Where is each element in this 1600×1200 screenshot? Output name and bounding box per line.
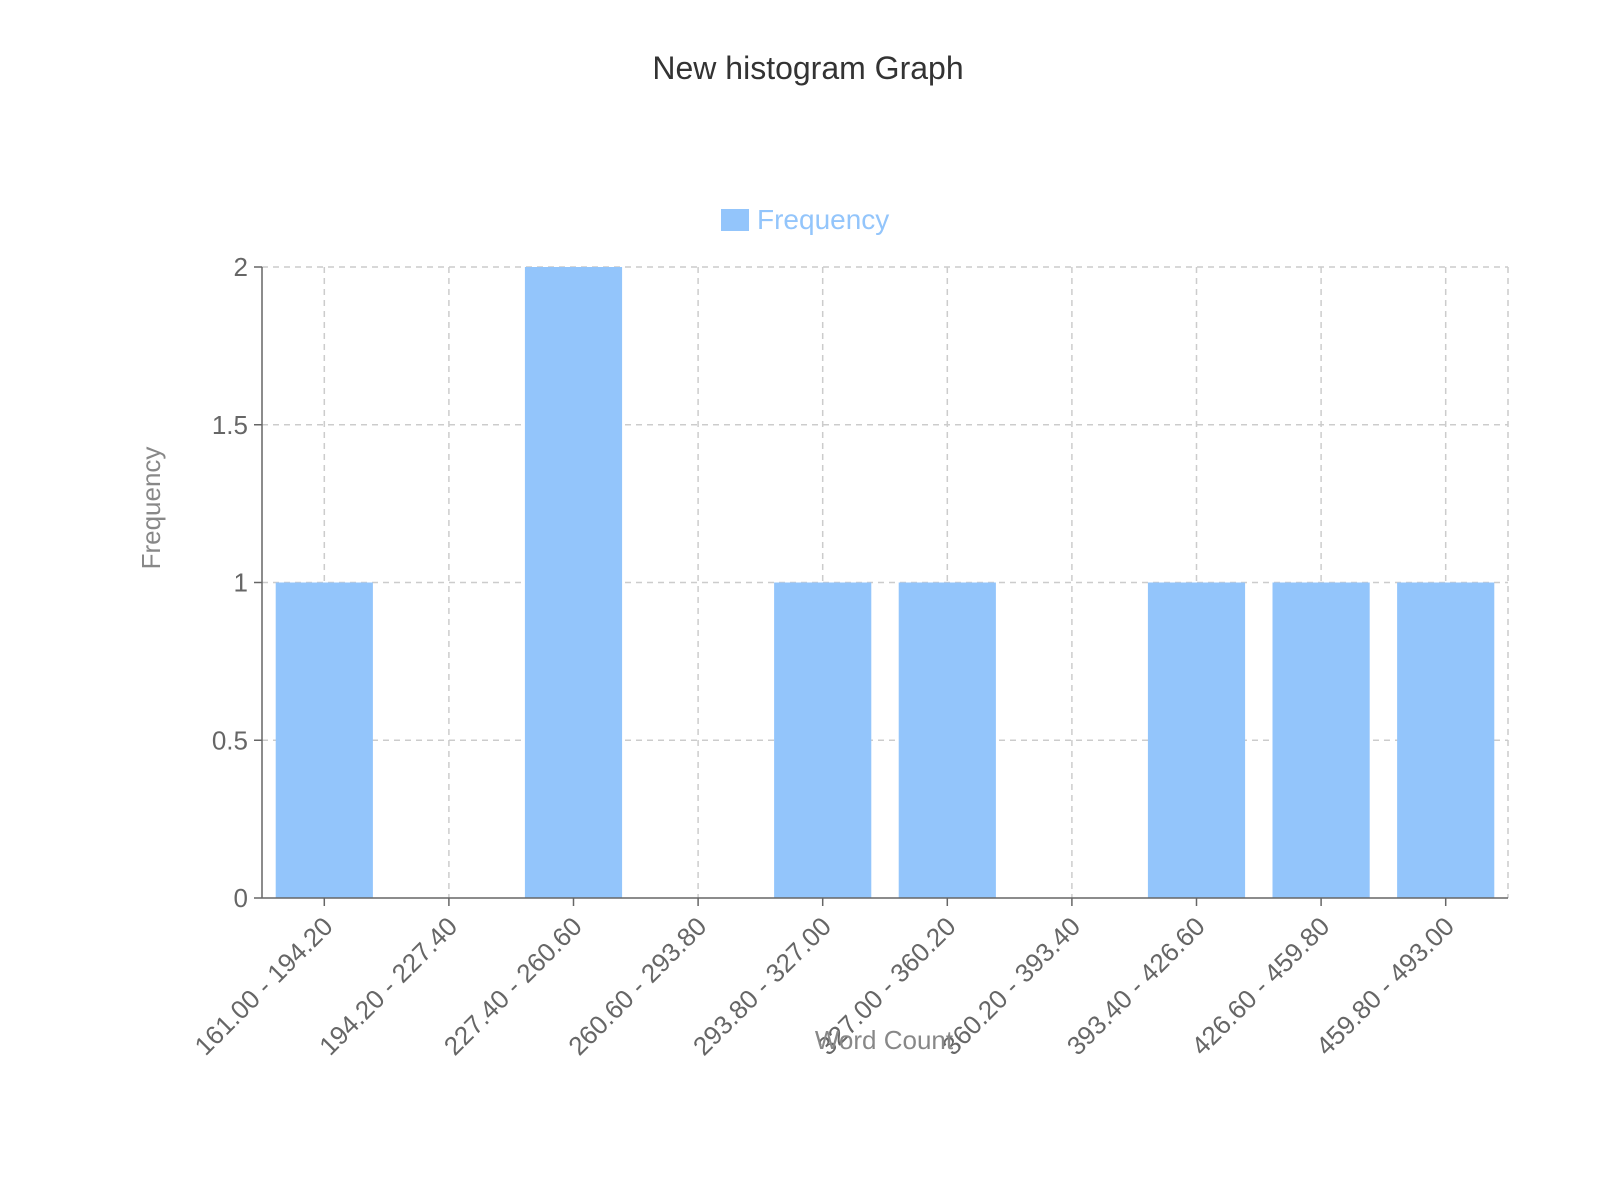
y-tick-label: 1.5 [212, 410, 248, 440]
histogram-bar[interactable] [1397, 582, 1495, 899]
histogram-bar[interactable] [275, 582, 373, 899]
histogram-bar[interactable] [898, 582, 996, 899]
y-axis-title: Frequency [136, 447, 166, 570]
y-tick-label: 0.5 [212, 725, 248, 755]
y-tick-label: 2 [234, 252, 248, 282]
y-tick-label: 1 [234, 568, 248, 598]
legend[interactable]: Frequency [721, 204, 889, 235]
histogram-bar[interactable] [524, 267, 623, 898]
y-tick-label: 0 [234, 883, 248, 913]
y-tick-labels: 0 0.5 1 1.5 2 [212, 252, 248, 913]
histogram-bar[interactable] [774, 582, 872, 899]
chart-title: New histogram Graph [652, 50, 963, 86]
x-axis-title: Word Count [815, 1025, 954, 1055]
legend-label: Frequency [757, 204, 889, 235]
bars [275, 267, 1495, 899]
histogram-bar[interactable] [1272, 582, 1370, 899]
axes [254, 266, 1508, 906]
legend-swatch [721, 209, 749, 231]
histogram-bar[interactable] [1147, 582, 1246, 899]
